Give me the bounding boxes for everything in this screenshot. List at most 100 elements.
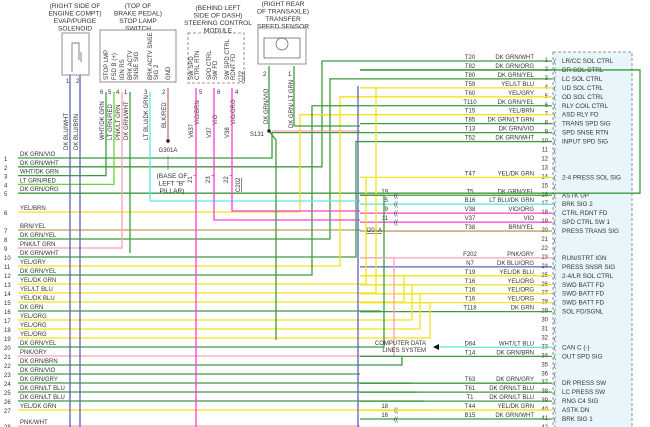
steering-wire [231, 88, 360, 212]
pin-label: INPUT SPD SIG [562, 139, 608, 146]
row-wire [18, 92, 115, 186]
wire-color: DK GRN/YEL [498, 189, 535, 195]
connector-cavity: ( [554, 229, 556, 235]
row-wire [18, 229, 361, 232]
wire-color: DK GRN/VIO [499, 127, 535, 133]
wire-color: WHT/LT BLU [499, 341, 534, 347]
pin-number: 13 [541, 165, 548, 171]
wire-color: DK GRN [511, 306, 534, 312]
wire-color: DK GRN/BRN [496, 350, 534, 356]
ground-label: G301A [159, 148, 178, 154]
pin-label: BRK SIG 1 [562, 416, 593, 423]
inline-connector-cavity: (( [394, 193, 398, 199]
module-pin-name: SW SPD CTRLRDNT FD [225, 38, 237, 80]
row-wire-label: YEL/DK BLU [20, 296, 55, 302]
wire-color: LT BLU/DK GRN [489, 198, 534, 204]
connector-cavity: ( [554, 390, 556, 396]
row-wire [18, 293, 421, 330]
row-wire [18, 176, 367, 285]
wire-color: DK GRN/YEL [498, 100, 535, 106]
connector-cavity: ( [554, 77, 556, 83]
inline-connector-cavity: (( [394, 220, 398, 226]
connector-cavity: ( [554, 345, 556, 351]
inline-connector: 9 [385, 207, 389, 213]
connector-cavity: ( [554, 149, 556, 155]
row-wire-label: DK GRN/LT BLU [20, 386, 65, 392]
stop-lamp-switch-caption: STOP LAMP [119, 18, 157, 25]
circuit-id: T60 [465, 91, 476, 97]
module-pin-name: SW SPDCTRL RTN [189, 51, 201, 80]
row-wire [18, 275, 405, 303]
pin-number: 5 [199, 90, 203, 96]
c202-label: C202 [236, 177, 242, 192]
switch-pin-name: GND [166, 66, 172, 80]
wire-color: YEL/ORG [507, 279, 534, 285]
connector-cavity-icon: ⌣ [229, 173, 233, 179]
c202-cavity: 21 [188, 176, 194, 183]
row-number: 7 [4, 229, 8, 235]
brake-signal-2-wire [149, 92, 360, 202]
wire-color: DK GRN/LT BLU [489, 395, 534, 401]
wire-color: VIO/ORG [508, 207, 534, 213]
steering-wire [213, 88, 360, 221]
pin-label: ASTK DN [562, 407, 590, 414]
row-wire [18, 92, 107, 177]
inline-connector-cavity: (( [394, 202, 398, 208]
pin-number: 12 [541, 156, 548, 162]
row-wire-label: YEL/DK GRN [20, 278, 56, 284]
ground-location-caption: PILLAR) [160, 188, 185, 195]
pin-label: SWD BATT FD [562, 282, 605, 289]
connector-cavity: ( [554, 122, 556, 128]
wire-color: DK GRN/ORG [495, 64, 534, 70]
pin-number: 22 [541, 246, 548, 252]
wire-color: DK BLU/BRN [74, 114, 80, 150]
circuit-id: V37 [207, 127, 213, 138]
switch-pin-name: BRK ACTV SNSESIG 2 [148, 32, 160, 80]
row-number: 2 [4, 166, 8, 172]
connector-cavity: ( [554, 256, 556, 262]
pin-label: LR/CC SOL CTRL [562, 58, 614, 65]
row-number: 9 [4, 247, 8, 253]
connector-cavity: ( [554, 283, 556, 289]
row-number: 21 [4, 355, 11, 361]
inline-connector: 5 [385, 198, 389, 204]
connector-cavity: ( [554, 274, 556, 280]
speed-sensor-caption: TRANSFER [265, 16, 301, 23]
row-wire-label: YEL/ORG [20, 323, 47, 329]
switch-pin-name: STOP LMP [104, 50, 110, 80]
row-wire [18, 60, 360, 168]
row-number: 5 [4, 192, 8, 198]
pin-number: 1 [288, 72, 292, 78]
stop-lamp-switch-caption: (TOP OF [125, 3, 152, 10]
circuit-id: V38 [225, 127, 231, 138]
pin-number: 4 [116, 90, 120, 96]
transfer-speed-sensor [257, 27, 307, 65]
circuit-id: T16 [465, 279, 476, 285]
row-wire-label: LT GRN/RED [20, 178, 56, 184]
row-number: 10 [4, 256, 11, 262]
row-number: 23 [4, 373, 11, 379]
pin-label: LC PRESS SW [562, 389, 605, 396]
circuit-id: V637 [189, 123, 195, 138]
wire-color: YEL/GRY [508, 91, 534, 97]
pin-label: RLY COIL CTRL [562, 103, 609, 110]
sensor-wire [293, 66, 360, 127]
circuit-id: T61 [465, 386, 476, 392]
steering-module-caption: SIDE OF DASH) [194, 13, 243, 20]
connector-cavity: ( [554, 193, 556, 199]
connector-label: C22 [239, 70, 245, 82]
connector-cavity: ( [554, 140, 556, 146]
circuit-id: N7 [466, 261, 474, 267]
wire-color: YEL/LT BLU [501, 82, 534, 88]
connector-cavity: ( [554, 220, 556, 226]
pin-number: 35 [541, 362, 548, 368]
connector-cavity: ( [554, 175, 556, 181]
row-wire-label: YEL/GRY [20, 260, 46, 266]
pin-number: 3 [144, 90, 148, 96]
connector-cavity: ( [554, 381, 556, 387]
circuit-id: T38 [465, 225, 476, 231]
stop-lamp-switch-caption: SWITCH [125, 26, 151, 33]
row-wire-label: DK GRN/BRN [20, 359, 58, 365]
pin-number: 1 [66, 79, 70, 85]
